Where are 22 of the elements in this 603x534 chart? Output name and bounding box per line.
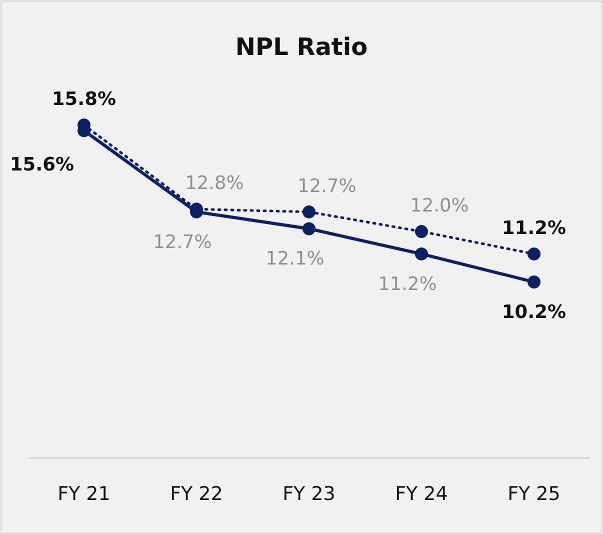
data-label: 12.0% xyxy=(410,196,469,217)
point xyxy=(528,276,540,288)
chart-title: NPL Ratio xyxy=(235,33,368,61)
data-label: 11.2% xyxy=(378,274,437,295)
x-tick-label: FY 25 xyxy=(508,483,560,505)
x-tick-label: FY 23 xyxy=(282,483,336,505)
data-label: 12.1% xyxy=(266,248,324,270)
point xyxy=(415,247,428,260)
x-tick-label: FY 21 xyxy=(58,483,110,505)
data-label: 15.8% xyxy=(52,89,116,110)
data-label: 12.7% xyxy=(298,176,356,197)
data-label: 10.2% xyxy=(502,302,566,323)
data-label: 15.6% xyxy=(10,154,74,176)
point xyxy=(528,247,540,260)
point xyxy=(415,225,428,238)
point xyxy=(302,222,316,236)
data-label: 12.7% xyxy=(153,232,212,253)
data-label: 11.2% xyxy=(502,218,566,239)
x-tick-label: FY 24 xyxy=(395,483,448,505)
x-tick-label: FY 22 xyxy=(170,483,223,505)
point xyxy=(302,205,316,218)
data-label: 12.8% xyxy=(185,173,244,194)
